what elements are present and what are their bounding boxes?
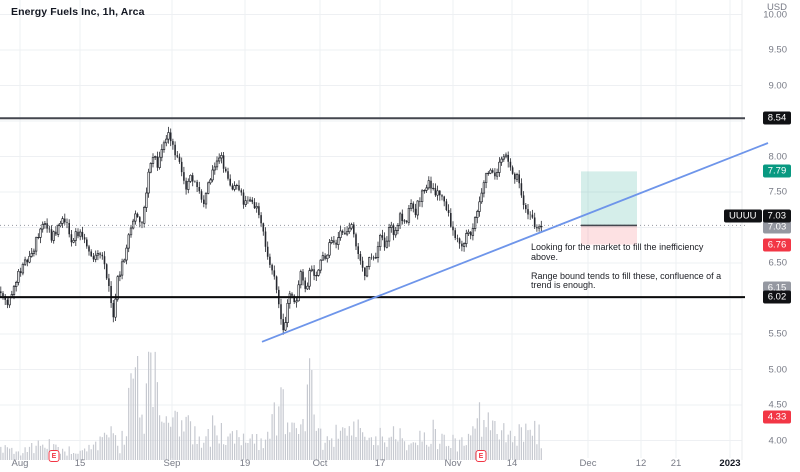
earnings-icon[interactable]: E bbox=[475, 450, 487, 462]
date-tick-label: 17 bbox=[374, 458, 386, 469]
date-tick-label: 21 bbox=[670, 458, 682, 469]
date-tick-label: Oct bbox=[312, 458, 328, 469]
candle-wicks bbox=[0, 126, 542, 335]
symbol-price-badge: UUUU 7.03 bbox=[724, 209, 791, 223]
price-tick-label: 4.50 bbox=[768, 399, 788, 411]
price-tick-label: 9.50 bbox=[768, 44, 788, 56]
price-tick-label: 10.00 bbox=[763, 9, 787, 20]
annotation-text[interactable]: Looking for the market to fill the ineff… bbox=[531, 242, 722, 291]
volume-series bbox=[0, 351, 542, 460]
price-badge-6.02: 6.02 bbox=[763, 290, 791, 304]
inefficiency-box-red[interactable] bbox=[581, 225, 637, 245]
price-tick-label: 4.00 bbox=[768, 435, 788, 446]
date-tick-label: 15 bbox=[74, 458, 86, 469]
date-tick-label: 19 bbox=[239, 458, 251, 469]
down-candles bbox=[0, 132, 538, 331]
date-tick-label: 2023 bbox=[719, 458, 741, 469]
earnings-letter: E bbox=[51, 452, 57, 460]
price-tick-label: 7.50 bbox=[768, 186, 788, 198]
price-tick-label: 5.00 bbox=[768, 364, 788, 375]
currency-label: USD bbox=[766, 2, 787, 13]
earnings-icon[interactable]: E bbox=[48, 450, 60, 462]
trend-line[interactable] bbox=[261, 142, 769, 343]
up-candles bbox=[8, 132, 543, 331]
date-tick-label: 12 bbox=[635, 458, 647, 469]
price-badge-6.76: 6.76 bbox=[763, 238, 791, 252]
symbol-legend[interactable]: Energy Fuels Inc, 1h, Arca bbox=[11, 6, 145, 18]
date-tick-label: Nov bbox=[444, 458, 462, 469]
price-badge-4.33: 4.33 bbox=[763, 410, 791, 424]
price-badge-7.03: 7.03 bbox=[763, 220, 791, 234]
price-tick-label: 8.00 bbox=[768, 151, 788, 162]
price-badge-8.54: 8.54 bbox=[763, 111, 791, 125]
date-tick-label: Dec bbox=[579, 458, 597, 469]
price-tick-label: 6.50 bbox=[768, 257, 788, 269]
price-tick-label: 9.00 bbox=[768, 80, 788, 91]
date-tick-label: 14 bbox=[506, 458, 518, 469]
date-tick-label: Sep bbox=[163, 458, 181, 469]
earnings-letter: E bbox=[478, 452, 484, 460]
price-tick-label: 5.50 bbox=[768, 328, 788, 340]
price-badge-7.79: 7.79 bbox=[763, 164, 791, 178]
date-tick-label: Aug bbox=[11, 458, 29, 469]
symbol-last-price-badge: 7.03 bbox=[762, 209, 791, 223]
symbol-ticker-badge: UUUU bbox=[724, 209, 762, 223]
